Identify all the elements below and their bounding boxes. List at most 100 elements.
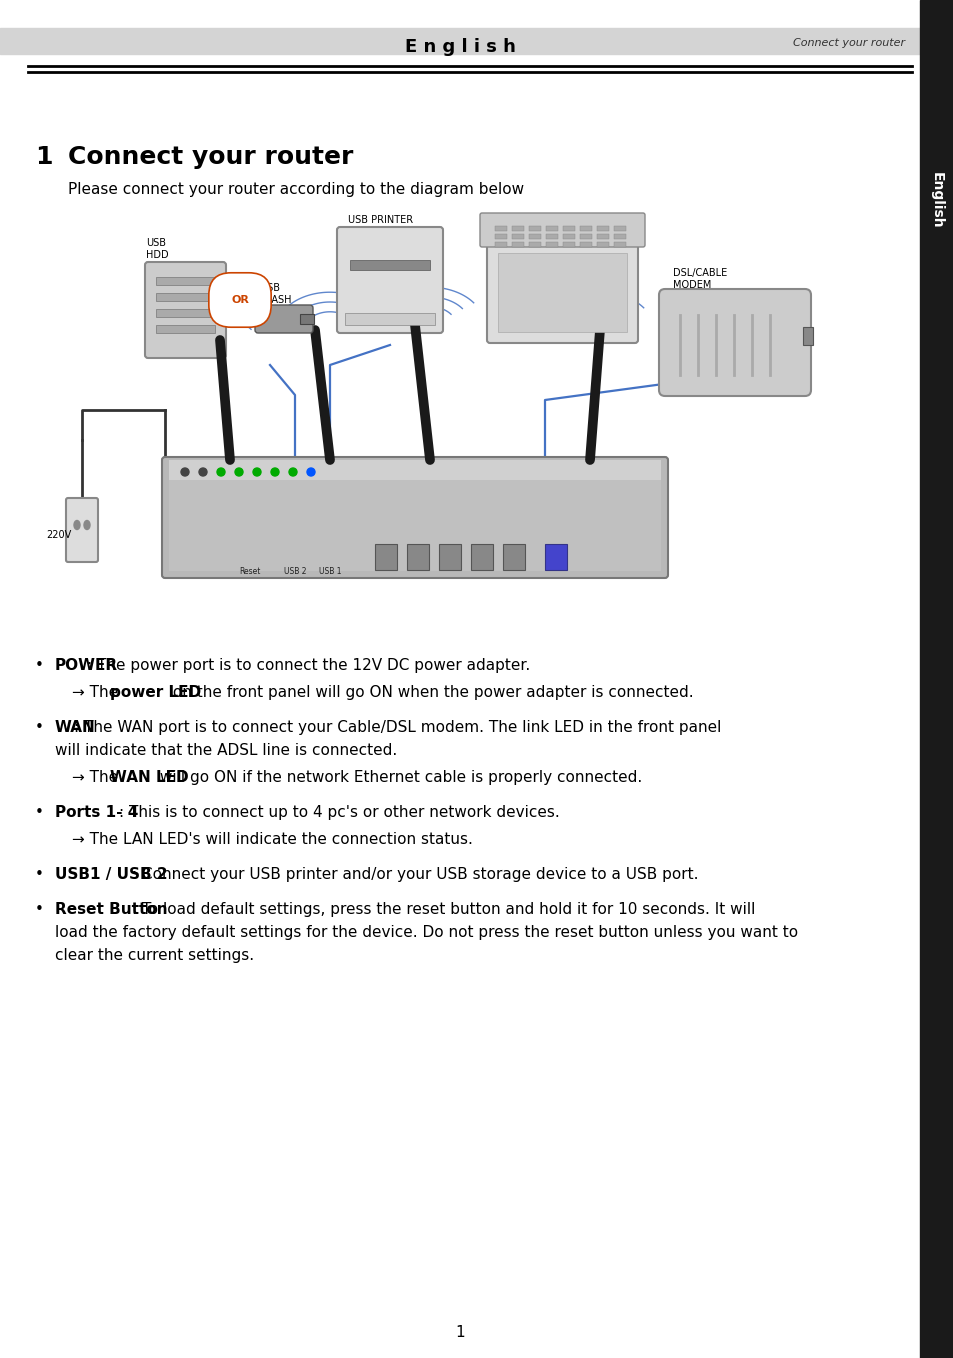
Bar: [544, 545, 566, 570]
Text: •: •: [35, 659, 44, 674]
Bar: [597, 234, 608, 239]
Bar: [0, 29, 919, 54]
Bar: [495, 242, 506, 247]
Bar: [512, 225, 523, 231]
Bar: [579, 234, 592, 239]
Circle shape: [271, 469, 278, 477]
Circle shape: [199, 469, 207, 477]
Text: 1: 1: [455, 1325, 464, 1340]
Bar: [156, 325, 214, 333]
Text: USB
FLASH: USB FLASH: [260, 284, 292, 306]
Bar: [562, 225, 575, 231]
Bar: [562, 234, 575, 239]
Text: USB
HDD: USB HDD: [146, 239, 169, 259]
Bar: [802, 327, 812, 345]
Ellipse shape: [84, 520, 90, 530]
FancyBboxPatch shape: [336, 227, 442, 333]
Text: •: •: [35, 720, 44, 735]
Bar: [169, 460, 660, 479]
Text: OR: OR: [231, 295, 249, 306]
Text: will indicate that the ADSL line is connected.: will indicate that the ADSL line is conn…: [55, 743, 396, 758]
Text: 220V: 220V: [46, 530, 71, 540]
Text: power LED: power LED: [111, 684, 201, 699]
Bar: [545, 234, 558, 239]
Bar: [375, 545, 396, 570]
Circle shape: [289, 469, 296, 477]
FancyBboxPatch shape: [479, 213, 644, 247]
Text: Reset: Reset: [239, 568, 260, 576]
Bar: [545, 225, 558, 231]
Bar: [495, 234, 506, 239]
Text: E n g l i s h: E n g l i s h: [404, 38, 515, 56]
Text: will go ON if the network Ethernet cable is properly connected.: will go ON if the network Ethernet cable…: [154, 770, 641, 785]
FancyBboxPatch shape: [659, 289, 810, 397]
Text: English: English: [929, 171, 943, 228]
Circle shape: [234, 469, 243, 477]
Text: •: •: [35, 866, 44, 881]
Text: USB 2: USB 2: [283, 568, 306, 576]
Bar: [579, 242, 592, 247]
Bar: [512, 242, 523, 247]
FancyBboxPatch shape: [486, 242, 638, 344]
FancyBboxPatch shape: [254, 306, 313, 333]
Bar: [438, 545, 460, 570]
FancyBboxPatch shape: [145, 262, 226, 359]
Text: WAN: WAN: [55, 720, 95, 735]
Text: WAN LED: WAN LED: [111, 770, 189, 785]
Bar: [350, 259, 430, 270]
Bar: [407, 545, 429, 570]
Bar: [614, 242, 625, 247]
FancyBboxPatch shape: [66, 498, 98, 562]
Bar: [497, 253, 626, 331]
Text: : This is to connect up to 4 pc's or other network devices.: : This is to connect up to 4 pc's or oth…: [119, 805, 559, 820]
Ellipse shape: [74, 520, 80, 530]
Bar: [471, 545, 493, 570]
Circle shape: [307, 469, 314, 477]
Bar: [597, 225, 608, 231]
Bar: [545, 242, 558, 247]
Text: clear the current settings.: clear the current settings.: [55, 948, 253, 963]
Text: load the factory default settings for the device. Do not press the reset button : load the factory default settings for th…: [55, 925, 798, 940]
Text: → The: → The: [71, 684, 123, 699]
Circle shape: [216, 469, 225, 477]
Bar: [562, 242, 575, 247]
Bar: [299, 314, 314, 325]
Bar: [614, 225, 625, 231]
Circle shape: [253, 469, 261, 477]
Text: Please connect your router according to the diagram below: Please connect your router according to …: [68, 182, 523, 197]
Bar: [502, 545, 524, 570]
Text: USB 1: USB 1: [318, 568, 341, 576]
Text: USB1 / USB 2: USB1 / USB 2: [55, 866, 168, 881]
Text: Ports 1- 4: Ports 1- 4: [55, 805, 138, 820]
Text: POWER: POWER: [55, 659, 118, 674]
Text: Connect your router: Connect your router: [792, 38, 904, 48]
Bar: [156, 293, 214, 301]
Text: : Connect your USB printer and/or your USB storage device to a USB port.: : Connect your USB printer and/or your U…: [132, 866, 698, 881]
Bar: [529, 225, 540, 231]
Circle shape: [181, 469, 189, 477]
Bar: [169, 479, 660, 570]
Text: DSL/CABLE
MODEM: DSL/CABLE MODEM: [672, 269, 726, 291]
Bar: [495, 225, 506, 231]
Text: 1: 1: [35, 145, 52, 168]
Text: USB PRINTER: USB PRINTER: [348, 215, 413, 225]
Text: → The: → The: [71, 770, 123, 785]
FancyBboxPatch shape: [162, 458, 667, 579]
Bar: [156, 277, 214, 285]
Bar: [345, 312, 435, 325]
Bar: [529, 242, 540, 247]
Text: Connect your router: Connect your router: [68, 145, 353, 168]
Text: •: •: [35, 805, 44, 820]
Bar: [156, 310, 214, 316]
Bar: [597, 242, 608, 247]
Bar: [919, 0, 953, 1358]
Bar: [529, 234, 540, 239]
Text: •: •: [35, 902, 44, 917]
Bar: [579, 225, 592, 231]
Text: : The power port is to connect the 12V DC power adapter.: : The power port is to connect the 12V D…: [87, 659, 530, 674]
Text: : To load default settings, press the reset button and hold it for 10 seconds. I: : To load default settings, press the re…: [132, 902, 754, 917]
Text: on the front panel will go ON when the power adapter is connected.: on the front panel will go ON when the p…: [168, 684, 693, 699]
Text: : The WAN port is to connect your Cable/DSL modem. The link LED in the front pan: : The WAN port is to connect your Cable/…: [74, 720, 720, 735]
Text: Reset Button: Reset Button: [55, 902, 168, 917]
Text: → The LAN LED's will indicate the connection status.: → The LAN LED's will indicate the connec…: [71, 832, 473, 847]
